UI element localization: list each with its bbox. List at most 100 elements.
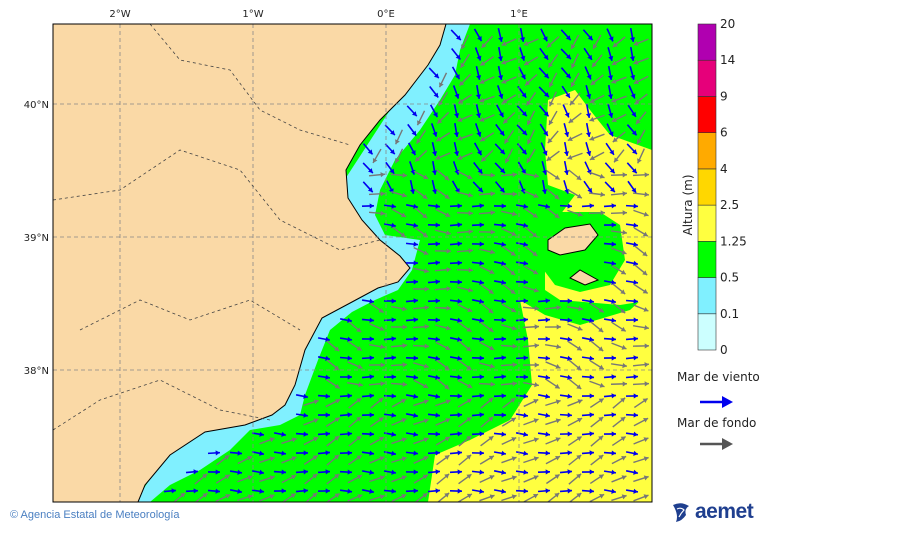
swell-arrow <box>412 305 430 311</box>
swell-arrow <box>237 455 253 465</box>
swell-arrow <box>458 73 472 87</box>
swell-arrow <box>501 76 517 84</box>
wind-sea-arrow <box>581 393 595 399</box>
swell-arrow <box>633 304 649 312</box>
colorbar-tick-label: 0 <box>720 343 728 357</box>
wind-sea-arrow <box>452 85 460 99</box>
swell-arrow <box>478 172 496 178</box>
wind-sea-arrow <box>449 374 463 380</box>
wind-sea-arrow <box>431 141 438 157</box>
wind-sea-arrow <box>405 203 419 209</box>
wind-sea-arrow <box>603 355 617 361</box>
wind-sea-arrow <box>229 469 243 475</box>
wind-sea-arrow <box>473 142 483 156</box>
swell-arrow <box>633 397 649 409</box>
province-borders <box>53 24 381 431</box>
wind-sea-arrow <box>603 203 617 209</box>
swell-arrow <box>612 416 626 428</box>
wind-sea-arrow <box>559 336 573 342</box>
wind-sea-arrow <box>581 431 595 437</box>
wind-sea-arrow <box>295 412 309 418</box>
wind-sea-arrow <box>625 488 639 494</box>
wind-sea-arrow <box>295 488 309 494</box>
wind-sea-arrow <box>627 180 637 194</box>
wind-sea-arrow <box>361 488 375 494</box>
wind-sea-arrow <box>625 393 639 399</box>
swell-arrow <box>634 245 648 257</box>
wind-sea-arrow <box>185 469 199 475</box>
swell-arrow <box>545 418 561 426</box>
wind-sea-arrow <box>339 412 353 418</box>
swell-arrow <box>612 131 626 143</box>
wind-sea-arrow <box>629 46 636 62</box>
swell-arrow <box>523 475 539 483</box>
wind-sea-arrow <box>405 241 419 247</box>
swell-arrow <box>591 54 603 68</box>
wind-sea-arrow <box>607 47 614 61</box>
wind-sea-arrow <box>495 123 505 137</box>
map-frame <box>52 23 653 503</box>
swell-arrow <box>570 72 580 88</box>
wind-sea-arrow <box>581 488 595 494</box>
swell-arrow <box>480 302 494 314</box>
swell-arrow <box>568 378 582 390</box>
swell-arrow <box>347 340 363 352</box>
wind-sea-arrow <box>207 488 221 494</box>
swell-arrow <box>502 111 516 125</box>
wind-sea-arrow <box>515 469 529 475</box>
wind-sea-arrow <box>405 222 419 228</box>
swell-arrow <box>546 188 560 200</box>
swell-arrow <box>394 148 404 164</box>
swell-arrow <box>215 493 231 502</box>
wind-sea-arrow <box>449 203 463 209</box>
swell-arrow <box>568 359 582 371</box>
wind-sea-arrow <box>603 431 617 437</box>
wind-sea-arrow <box>339 374 353 380</box>
wind-sea-arrow <box>603 412 617 418</box>
swell-arrow <box>413 246 429 256</box>
swell-arrow <box>391 418 407 426</box>
wind-sea-arrow <box>583 180 593 194</box>
swell-arrow <box>544 305 562 311</box>
wind-sea-arrow <box>361 355 375 361</box>
swell-arrow <box>392 226 406 238</box>
wind-sea-arrow <box>493 336 507 342</box>
swell-arrow <box>566 306 584 312</box>
swell-arrow <box>479 114 495 122</box>
wind-sea-arrow <box>472 181 484 193</box>
wind-sea-arrow <box>383 355 397 361</box>
swell-arrow <box>391 398 407 408</box>
swell-arrow <box>632 362 650 368</box>
swell-arrow <box>259 437 275 445</box>
swell-arrow <box>588 191 606 198</box>
swell-arrow <box>369 302 385 314</box>
swell-arrow <box>414 149 428 163</box>
wind-sea-arrow <box>625 279 639 285</box>
swell-arrow <box>478 210 496 216</box>
swell-arrow <box>523 38 539 46</box>
wind-sea-arrow <box>251 450 265 456</box>
swell-arrow <box>500 381 518 387</box>
wind-sea-arrow <box>317 469 331 475</box>
wind-sea-arrow <box>339 469 353 475</box>
swell-arrow <box>546 150 560 162</box>
swell-arrow <box>633 494 649 502</box>
swell-arrow <box>458 435 472 447</box>
swell-arrow <box>412 324 430 330</box>
wind-sea-arrow <box>581 317 595 323</box>
swell-arrow <box>501 494 517 502</box>
swell-arrow <box>390 362 408 368</box>
swell-arrow <box>632 381 650 387</box>
swell-arrow <box>394 129 404 145</box>
wind-sea-arrow <box>163 488 177 494</box>
swell-arrow <box>523 172 539 179</box>
swell-arrow <box>611 494 627 502</box>
wind-sea-arrow <box>317 431 331 437</box>
wind-sea-arrow <box>603 469 617 475</box>
swell-arrow <box>479 55 495 67</box>
wind-sea-arrow <box>560 29 572 41</box>
wind-sea-arrow <box>515 279 529 285</box>
swell-arrow <box>370 416 384 428</box>
wind-sea-arrow <box>295 450 309 456</box>
wind-sea-arrow <box>603 317 617 323</box>
